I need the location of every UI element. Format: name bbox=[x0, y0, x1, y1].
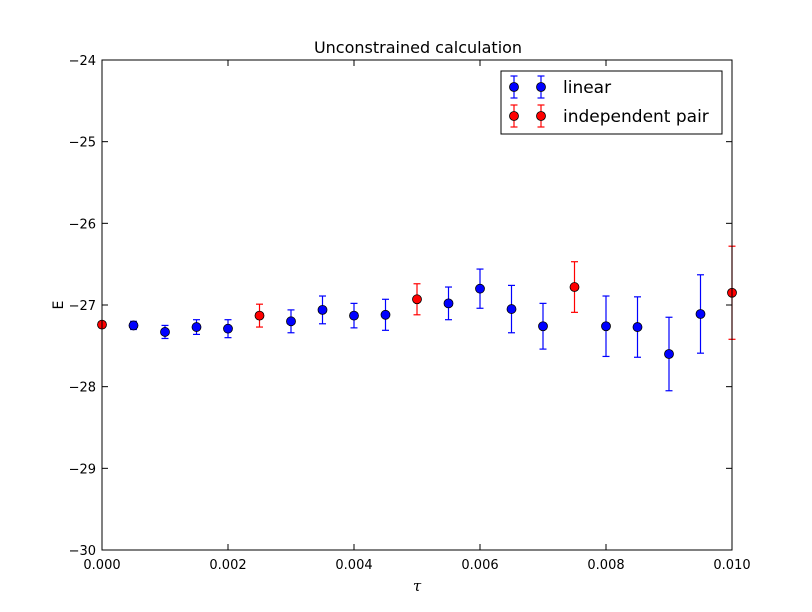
y-tick-label: −25 bbox=[69, 136, 96, 151]
data-point bbox=[475, 283, 485, 294]
data-point bbox=[128, 320, 139, 331]
legend: linear independent pair bbox=[500, 70, 723, 135]
x-tick-label: 0.010 bbox=[713, 558, 750, 573]
x-tick-label: 0.000 bbox=[83, 558, 120, 573]
data-point bbox=[443, 298, 454, 309]
data-point bbox=[569, 282, 580, 292]
data-point bbox=[412, 294, 422, 305]
y-tick-label: −26 bbox=[69, 217, 96, 232]
legend-marker bbox=[509, 111, 519, 121]
y-tick-label: −24 bbox=[69, 54, 96, 69]
data-point bbox=[349, 310, 359, 321]
data-point bbox=[506, 304, 517, 314]
x-tick-label: 0.004 bbox=[335, 558, 372, 573]
chart-title: Unconstrained calculation bbox=[314, 38, 522, 57]
legend-label: linear bbox=[563, 78, 611, 98]
y-axis: −30 −29 −28 −27 −26 −25 −24 bbox=[69, 54, 732, 559]
data-point bbox=[380, 309, 391, 320]
y-tick-label: −30 bbox=[69, 544, 96, 559]
data-point bbox=[160, 327, 170, 337]
data-point bbox=[695, 309, 706, 319]
legend-label: independent pair bbox=[563, 107, 709, 127]
y-axis-label: E bbox=[51, 301, 67, 310]
y-tick-label: −27 bbox=[69, 299, 96, 314]
y-tick-label: −28 bbox=[69, 381, 96, 396]
data-point bbox=[254, 310, 265, 321]
series-linear bbox=[128, 268, 706, 392]
legend-item: independent pair bbox=[509, 104, 709, 128]
y-tick-label: −29 bbox=[69, 462, 96, 477]
chart-marks bbox=[97, 245, 737, 392]
data-point bbox=[223, 323, 233, 334]
x-axis-label: τ bbox=[413, 577, 422, 595]
data-point bbox=[664, 349, 674, 359]
legend-marker bbox=[536, 82, 546, 92]
x-tick-label: 0.008 bbox=[587, 558, 624, 573]
data-point bbox=[601, 321, 611, 332]
x-axis: 0.000 0.002 0.004 0.006 0.008 0.010 bbox=[83, 60, 751, 573]
data-point bbox=[632, 322, 643, 332]
legend-box bbox=[500, 70, 723, 135]
data-point bbox=[538, 321, 548, 332]
legend-item: linear bbox=[509, 75, 611, 99]
data-point bbox=[286, 316, 296, 327]
legend-marker bbox=[536, 111, 546, 121]
x-tick-label: 0.002 bbox=[209, 558, 246, 573]
legend-marker bbox=[509, 82, 519, 92]
x-tick-label: 0.006 bbox=[461, 558, 498, 573]
data-point bbox=[191, 322, 202, 332]
data-point bbox=[317, 304, 328, 315]
